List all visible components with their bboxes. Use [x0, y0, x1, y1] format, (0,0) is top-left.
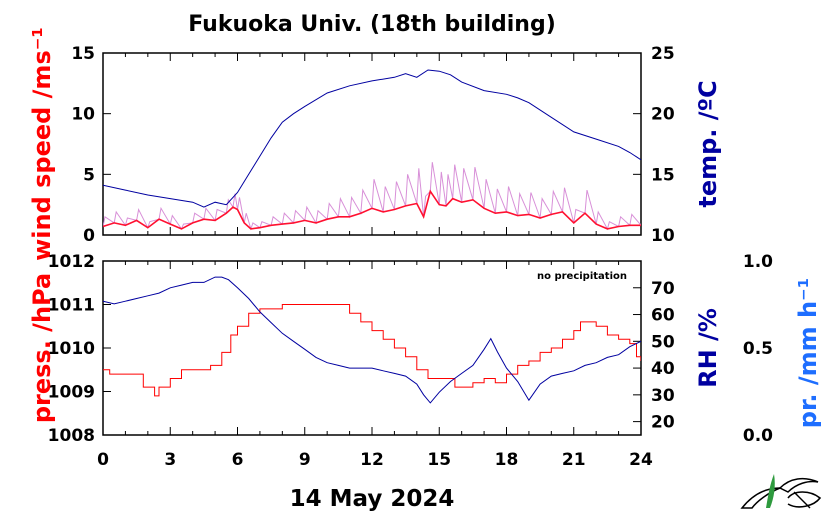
x-tick-label: 15 — [427, 450, 451, 470]
right-axis-title: temp. /ºC — [694, 80, 722, 207]
y2-tick-label: 40 — [651, 359, 675, 379]
y2-tick-label: 20 — [651, 413, 675, 433]
precip-annotation: no precipitation — [537, 271, 627, 282]
y2-tick-label: 25 — [651, 44, 675, 64]
y-tick-label: 1012 — [48, 252, 95, 272]
wind-temp-panel: 0 5 10 15 10 15 20 25 wind speed /ms⁻¹ temp. /ºC — [28, 27, 722, 261]
x-tick-label: 3 — [164, 450, 176, 470]
y2-tick-label: 60 — [651, 306, 675, 326]
y2-tick-label: 70 — [651, 279, 675, 299]
series-line-mean — [103, 189, 641, 230]
x-tick-label: 12 — [360, 450, 384, 470]
date-label: 14 May 2024 — [290, 486, 455, 512]
right-axis-title: RH /% — [694, 308, 722, 388]
precip-tick-label: 0.0 — [743, 426, 773, 446]
y2-tick-label: 15 — [651, 165, 675, 185]
precip-tick-label: 1.0 — [743, 252, 773, 272]
precip-axis-title: pr. /mm h⁻¹ — [794, 278, 822, 428]
left-axis-title: wind speed /ms⁻¹ — [28, 27, 56, 261]
pressure-rh-panel: 1008 1009 1010 1011 1012 20 30 40 50 60 70 0 3 6 9 12 15… — [28, 252, 822, 470]
x-tick-label: 6 — [232, 450, 244, 470]
y-tick-label: 15 — [71, 44, 95, 64]
y-tick-label: 1011 — [48, 296, 95, 316]
x-tick-label: 21 — [562, 450, 586, 470]
x-tick-label: 9 — [299, 450, 311, 470]
y2-tick-label: 10 — [651, 226, 675, 246]
y-tick-label: 1009 — [48, 383, 95, 403]
chart-title: Fukuoka Univ. (18th building) — [188, 12, 556, 37]
precip-tick-label: 0.5 — [743, 339, 773, 359]
y-tick-label: 10 — [71, 105, 95, 125]
series-line-gust — [103, 162, 641, 231]
series-line-temp — [103, 69, 641, 208]
x-tick-label: 0 — [97, 450, 109, 470]
x-tick-label: 18 — [495, 450, 519, 470]
y2-tick-label: 50 — [651, 332, 675, 352]
y-tick-label: 0 — [83, 226, 95, 246]
y-tick-label: 1010 — [48, 339, 95, 359]
y-tick-label: 1008 — [48, 426, 95, 446]
y2-tick-label: 20 — [651, 105, 675, 125]
left-axis-title: press. /hPa — [28, 273, 56, 423]
series-line-press — [103, 304, 641, 397]
y-tick-label: 5 — [83, 165, 95, 185]
institute-logo — [740, 474, 822, 509]
y2-tick-label: 30 — [651, 386, 675, 406]
x-tick-label: 24 — [629, 450, 653, 470]
series-line-rh — [103, 276, 641, 404]
